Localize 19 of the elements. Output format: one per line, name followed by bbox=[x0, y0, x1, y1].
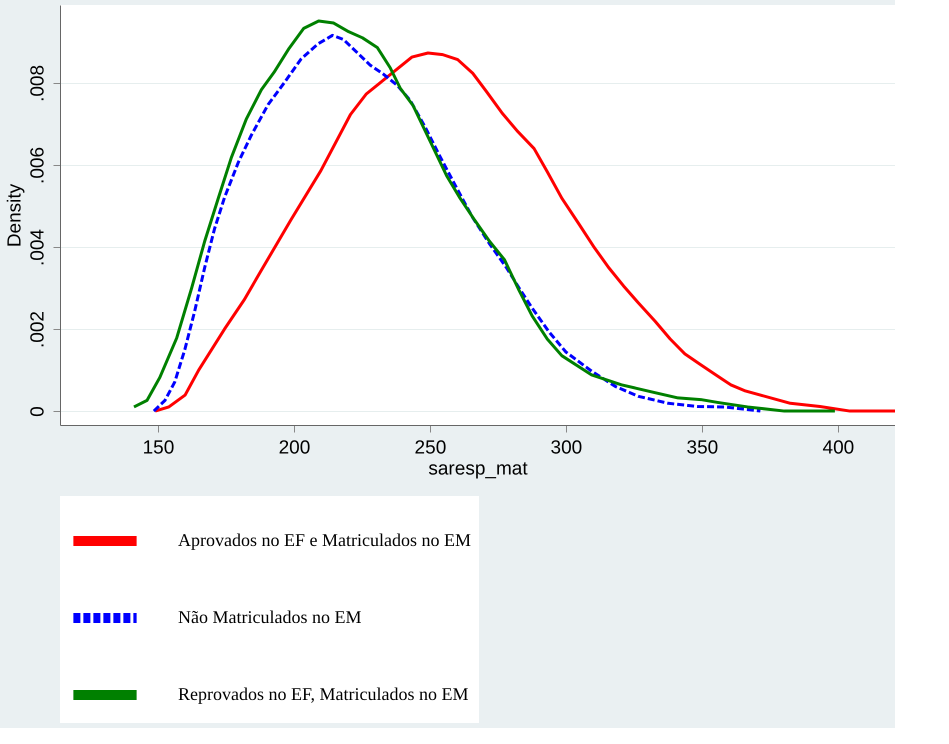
x-tick-label: 150 bbox=[142, 438, 174, 458]
line-series bbox=[154, 51, 895, 413]
line-series bbox=[152, 34, 762, 413]
y-axis-title: Density bbox=[4, 183, 26, 248]
x-tick-label: 350 bbox=[686, 438, 718, 458]
legend-label: Não Matriculados no EM bbox=[178, 607, 362, 627]
y-tick-label: .008 bbox=[28, 64, 48, 102]
y-tick-label: .002 bbox=[28, 311, 48, 348]
y-tick-label: 0 bbox=[28, 406, 48, 417]
x-tick-label: 300 bbox=[550, 438, 582, 458]
x-tick-label: 400 bbox=[822, 438, 854, 458]
x-tick-label: 250 bbox=[414, 438, 446, 458]
legend-label: Reprovados no EF, Matriculados no EM bbox=[178, 684, 469, 704]
y-tick-label: .004 bbox=[28, 228, 48, 266]
legend-label: Aprovados no EF e Matriculados no EM bbox=[178, 530, 471, 550]
x-tick-label: 200 bbox=[278, 438, 310, 458]
x-axis-title: saresp_mat bbox=[428, 458, 528, 480]
y-tick-label: .006 bbox=[28, 146, 48, 184]
line-series bbox=[132, 19, 836, 413]
